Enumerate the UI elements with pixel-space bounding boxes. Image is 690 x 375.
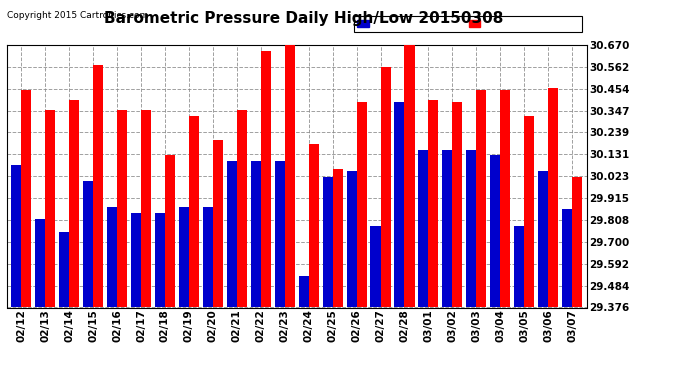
Bar bbox=[524, 116, 534, 308]
Bar bbox=[179, 207, 189, 308]
Bar bbox=[371, 225, 380, 308]
Bar bbox=[46, 110, 55, 308]
Bar bbox=[69, 100, 79, 308]
Bar bbox=[357, 102, 366, 308]
Bar bbox=[131, 213, 141, 308]
Bar bbox=[548, 88, 558, 308]
Bar bbox=[83, 181, 93, 308]
Bar bbox=[59, 232, 69, 308]
Bar bbox=[227, 160, 237, 308]
Bar bbox=[203, 207, 213, 308]
Bar bbox=[466, 150, 476, 308]
Bar bbox=[213, 140, 223, 308]
Bar bbox=[299, 276, 308, 308]
Bar bbox=[428, 100, 438, 308]
Bar bbox=[380, 68, 391, 308]
Bar bbox=[155, 213, 165, 308]
Bar bbox=[35, 219, 46, 308]
Bar bbox=[538, 171, 548, 308]
Bar bbox=[21, 90, 31, 308]
Bar bbox=[308, 144, 319, 308]
Bar bbox=[453, 102, 462, 308]
Bar bbox=[322, 177, 333, 308]
Bar bbox=[346, 171, 357, 308]
Bar bbox=[285, 45, 295, 308]
Bar bbox=[572, 177, 582, 308]
Text: Barometric Pressure Daily High/Low 20150308: Barometric Pressure Daily High/Low 20150… bbox=[104, 11, 503, 26]
Bar bbox=[490, 154, 500, 308]
Bar bbox=[107, 207, 117, 308]
Bar bbox=[333, 169, 343, 308]
Bar bbox=[189, 116, 199, 308]
Bar bbox=[500, 90, 511, 308]
Bar bbox=[514, 225, 524, 308]
Text: Copyright 2015 Cartronics.com: Copyright 2015 Cartronics.com bbox=[7, 11, 148, 20]
Bar bbox=[165, 154, 175, 308]
Bar bbox=[117, 110, 127, 308]
Bar bbox=[275, 160, 285, 308]
Bar bbox=[93, 65, 104, 308]
Bar bbox=[442, 150, 453, 308]
Legend: Low  (Inches/Hg), High  (Inches/Hg): Low (Inches/Hg), High (Inches/Hg) bbox=[354, 16, 582, 32]
Bar bbox=[261, 51, 271, 308]
Bar bbox=[476, 90, 486, 308]
Bar bbox=[562, 209, 572, 308]
Bar bbox=[237, 110, 247, 308]
Bar bbox=[395, 102, 404, 308]
Bar bbox=[141, 110, 151, 308]
Bar bbox=[11, 165, 21, 308]
Bar bbox=[404, 45, 415, 308]
Bar bbox=[418, 150, 428, 308]
Bar bbox=[250, 160, 261, 308]
